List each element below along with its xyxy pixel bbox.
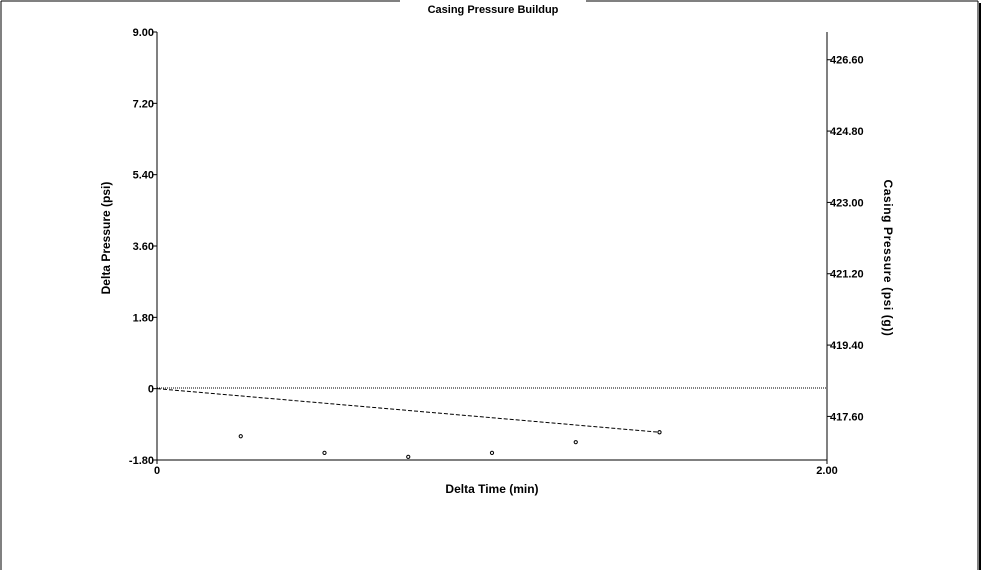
trend-line-segment — [156, 388, 660, 433]
data-point — [406, 454, 411, 459]
right-y-tick-label: 421.20 — [830, 269, 864, 281]
right-y-axis-title: Casing Pressure (psi (g)) — [881, 179, 895, 336]
right-y-tick-label: 417.60 — [830, 411, 864, 423]
right-y-tick-label: 426.60 — [830, 55, 864, 67]
left-y-tick-label: 3.60 — [133, 241, 154, 253]
data-point — [573, 440, 578, 445]
data-points — [238, 430, 662, 459]
left-y-ticks: -1.80 0 1.80 3.60 5.40 7.20 9.00 — [129, 27, 157, 467]
left-y-tick-label: 7.20 — [133, 98, 154, 110]
chart-title: Casing Pressure Buildup — [428, 4, 559, 16]
left-y-tick-label: -1.80 — [129, 455, 154, 467]
x-tick-label: 0 — [154, 465, 160, 477]
trend-line — [156, 388, 662, 435]
right-y-tick-label: 419.40 — [830, 340, 864, 352]
data-point — [657, 430, 662, 435]
left-y-tick-label: 9.00 — [133, 27, 154, 39]
right-y-ticks: 417.60 419.40 421.20 423.00 424.80 426.60 — [827, 55, 864, 423]
left-y-axis-title: Delta Pressure (psi) — [99, 182, 113, 295]
x-ticks: 0 2.00 — [154, 460, 838, 477]
right-y-tick-label: 423.00 — [830, 197, 864, 209]
data-point — [489, 450, 495, 455]
x-axis-title: Delta Time (min) — [445, 482, 538, 496]
left-y-tick-label: 0 — [148, 384, 154, 396]
x-tick-label: 2.00 — [816, 465, 837, 477]
axes — [156, 32, 828, 461]
right-y-tick-label: 424.80 — [830, 126, 864, 138]
data-point — [322, 450, 327, 455]
left-y-tick-label: 1.80 — [133, 312, 154, 324]
data-point — [238, 434, 243, 439]
left-y-tick-label: 5.40 — [133, 170, 154, 182]
